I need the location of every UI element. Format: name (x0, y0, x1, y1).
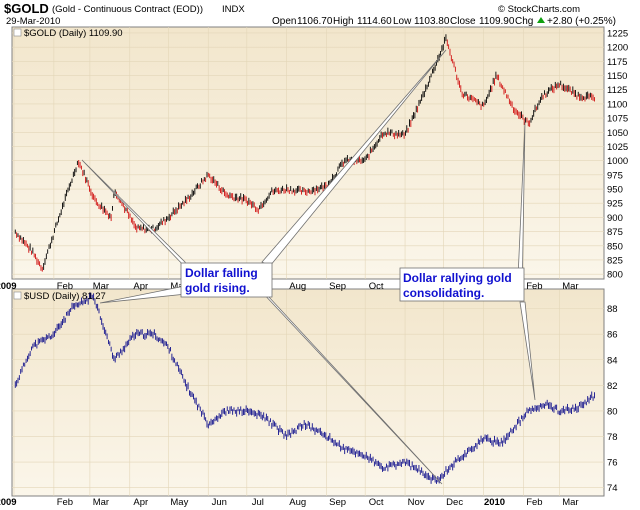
y-tick-label: 875 (607, 227, 623, 238)
callout-wedge-usd-rally (519, 301, 536, 401)
y-tick-label: 74 (607, 483, 618, 494)
x-tick-label: Feb (57, 497, 73, 508)
y-tick-label: 82 (607, 381, 618, 392)
symbol: $GOLD (4, 1, 49, 16)
gold-y-axis: 800 825 850 875 900 925 950 975 1000 1025 1050 1075… (607, 28, 628, 280)
y-tick-label: 1225 (607, 28, 628, 39)
y-tick-label: 1175 (607, 57, 627, 68)
gold-price-bars (14, 34, 595, 272)
y-tick-label: 975 (607, 170, 623, 181)
x-tick-label: 2010 (484, 497, 505, 508)
annotation-right-line1: Dollar rallying gold (403, 271, 512, 285)
y-tick-label: 950 (607, 185, 623, 196)
x-tick-label: Sep (329, 497, 346, 508)
gold-panel: 800 825 850 875 900 925 950 975 1000 1025 1050 1075… (11, 26, 628, 281)
y-tick-label: 925 (607, 199, 623, 210)
x-tick-label: Aug (289, 281, 306, 292)
y-tick-label: 1200 (607, 43, 628, 54)
copyright: © StockCharts.com (498, 4, 580, 15)
y-tick-label: 78 (607, 432, 618, 443)
y-tick-label: 88 (607, 304, 618, 315)
x-tick-label: Dec (446, 497, 463, 508)
x-tick-label: Apr (133, 281, 148, 292)
high-value: 1114.60 (357, 16, 392, 27)
x-tick-label: Oct (369, 281, 384, 292)
open-label: Open (272, 16, 296, 27)
x-tick-label: Feb (57, 281, 73, 292)
chg-label: Chg (515, 16, 533, 27)
y-tick-label: 800 (607, 270, 623, 281)
usd-panel: 74 76 78 80 82 84 86 88 $USD (Daily) 81.27 (11, 288, 618, 497)
open-value: 1106.70 (297, 16, 333, 27)
annotation-callouts: Dollar falling gold rising. Dollar rally… (81, 49, 536, 485)
legend-swatch-icon (13, 28, 22, 37)
chg-value: +2.80 (+0.25%) (547, 16, 616, 27)
x-tick-label: Oct (369, 497, 384, 508)
chart-date: 29-Mar-2010 (6, 16, 60, 27)
y-tick-label: 1000 (607, 156, 628, 167)
x-tick-label: Jul (252, 497, 264, 508)
usd-price-bars (14, 292, 595, 484)
annotation-right-line2: consolidating. (403, 286, 484, 300)
y-tick-label: 900 (607, 213, 623, 224)
chart-header: $GOLD (Gold - Continuous Contract (EOD))… (4, 1, 616, 27)
up-arrow-icon (537, 17, 545, 23)
y-tick-label: 1100 (607, 99, 627, 110)
x-tick-label: Mar (93, 497, 109, 508)
x-tick-label: May (170, 281, 188, 292)
symbol-description: (Gold - Continuous Contract (EOD)) (52, 4, 203, 15)
low-label: Low (393, 16, 412, 27)
x-tick-label: Jun (212, 497, 227, 508)
y-tick-label: 1150 (607, 71, 627, 82)
x-tick-label: May (170, 497, 188, 508)
annotation-left-line2: gold rising. (185, 281, 250, 295)
low-value: 1103.80 (414, 16, 450, 27)
annotation-left-line1: Dollar falling (185, 266, 258, 280)
x-tick-label: 2009 (0, 281, 17, 292)
y-tick-label: 1075 (607, 114, 628, 125)
x-tick-label: Apr (133, 497, 148, 508)
close-label: Close (450, 16, 476, 27)
y-tick-label: 825 (607, 255, 623, 266)
x-tick-label: Mar (562, 497, 578, 508)
x-tick-label: Nov (408, 497, 425, 508)
x-tick-label: 2009 (0, 497, 17, 508)
y-tick-label: 1025 (607, 142, 628, 153)
y-tick-label: 850 (607, 241, 623, 252)
y-tick-label: 84 (607, 355, 618, 366)
x-tick-label: Feb (526, 281, 542, 292)
y-tick-label: 1125 (607, 85, 627, 96)
x-tick-label: Sep (329, 281, 346, 292)
close-value: 1109.90 (479, 16, 515, 27)
exchange: INDX (222, 4, 245, 15)
legend-swatch-icon (13, 291, 22, 300)
y-tick-label: 76 (607, 458, 618, 469)
x-tick-label: Mar (93, 281, 109, 292)
annotation-box-right (399, 267, 525, 302)
x-tick-label: Feb (526, 497, 542, 508)
usd-plot-area (11, 288, 605, 497)
x-tick-label: Aug (289, 497, 306, 508)
usd-x-axis: 2009 Feb Mar Apr May Jun Jul Aug Sep Oct Nov Dec 201… (0, 497, 579, 508)
gold-legend: $GOLD (Daily) 1109.90 (24, 28, 123, 39)
high-label: High (333, 16, 354, 27)
y-tick-label: 80 (607, 406, 618, 417)
gold-plot-area (11, 26, 605, 280)
usd-grid (12, 290, 604, 496)
usd-legend: $USD (Daily) 81.27 (24, 291, 106, 302)
y-tick-label: 86 (607, 330, 618, 341)
y-tick-label: 1050 (607, 128, 628, 139)
annotation-box-left (180, 262, 273, 298)
usd-y-axis: 74 76 78 80 82 84 86 88 (607, 304, 618, 494)
x-tick-label: Mar (562, 281, 578, 292)
